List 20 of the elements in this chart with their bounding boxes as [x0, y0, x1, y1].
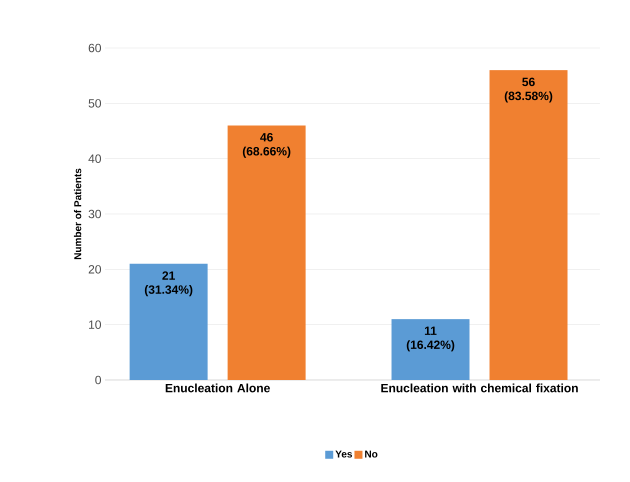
y-tick-label: 30 [88, 210, 102, 218]
y-tick-label: 50 [88, 99, 102, 108]
data-label: 46 (68.66%) [242, 133, 290, 158]
bar [130, 264, 208, 380]
x-tick-label: Enucleation with chemical fixation [381, 384, 578, 392]
bar [490, 70, 568, 380]
y-axis-title: Number of Patients [74, 168, 82, 260]
y-tick-label: 10 [89, 320, 102, 329]
y-tick-label: 20 [88, 265, 102, 274]
data-label: 56 (83.58%) [504, 78, 552, 103]
y-tick-label: 60 [88, 44, 102, 52]
data-label: 21 (31.34%) [144, 271, 192, 296]
x-tick-label: Enucleation Alone [166, 384, 270, 392]
y-tick-label: 0 [95, 376, 102, 384]
legend-label: Yes [335, 450, 352, 458]
legend-label: No [365, 450, 378, 458]
bar [392, 319, 470, 380]
bar [228, 125, 306, 380]
y-tick-label: 40 [88, 154, 102, 163]
data-label: 11 (16.42%) [406, 326, 454, 352]
